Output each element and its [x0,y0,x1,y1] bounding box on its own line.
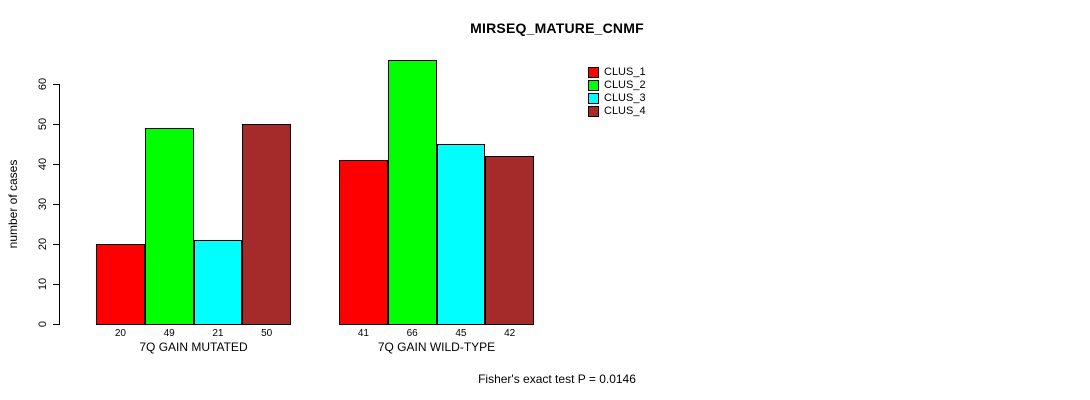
y-tick-mark [53,84,60,85]
legend-item: CLUS_3 [588,93,646,104]
y-tick-label: 60 [37,77,49,91]
chart-title: MIRSEQ_MATURE_CNMF [470,20,644,36]
bar-value-label: 42 [504,328,516,339]
y-tick-mark [53,324,60,325]
bar-clus-4 [485,156,534,325]
y-tick-mark [53,164,60,165]
group-label: 7Q GAIN WILD-TYPE [377,340,496,354]
bar-clus-3 [436,144,486,325]
y-tick-label: 50 [37,117,49,131]
legend-label: CLUS_4 [604,105,646,117]
bar-clus-2 [144,128,194,325]
y-tick-mark [53,204,60,205]
bar-value-label: 41 [357,328,369,339]
y-tick-mark [53,284,60,285]
y-tick-label: 20 [37,237,49,251]
bar-value-label: 50 [261,328,273,339]
bar-clus-3 [193,240,243,325]
bar-value-label: 21 [212,328,224,339]
group-label: 7Q GAIN MUTATED [139,340,248,354]
y-tick-mark [53,124,60,125]
legend-swatch-clus-3 [588,93,599,104]
fisher-test-annotation: Fisher's exact test P = 0.0146 [478,372,636,386]
legend-label: CLUS_2 [604,79,646,91]
legend-item: CLUS_2 [588,80,646,91]
y-tick-label: 10 [37,277,49,291]
y-tick-label: 40 [37,157,49,171]
legend-swatch-clus-1 [588,67,599,78]
bar-clus-2 [387,60,437,325]
bar-value-label: 66 [406,328,418,339]
legend-swatch-clus-4 [588,106,599,117]
legend-label: CLUS_3 [604,92,646,104]
legend-swatch-clus-2 [588,80,599,91]
bar-clus-1 [96,244,145,325]
y-tick-mark [53,244,60,245]
bar-clus-4 [242,124,291,325]
y-tick-label: 30 [37,197,49,211]
bar-value-label: 20 [114,328,126,339]
y-axis-label: number of cases [6,159,20,249]
legend-item: CLUS_4 [588,106,646,117]
bar-clus-1 [339,160,388,325]
bar-value-label: 49 [163,328,175,339]
bar-value-label: 45 [455,328,467,339]
legend-label: CLUS_1 [604,66,646,78]
y-tick-label: 0 [37,320,49,328]
legend-item: CLUS_1 [588,67,646,78]
